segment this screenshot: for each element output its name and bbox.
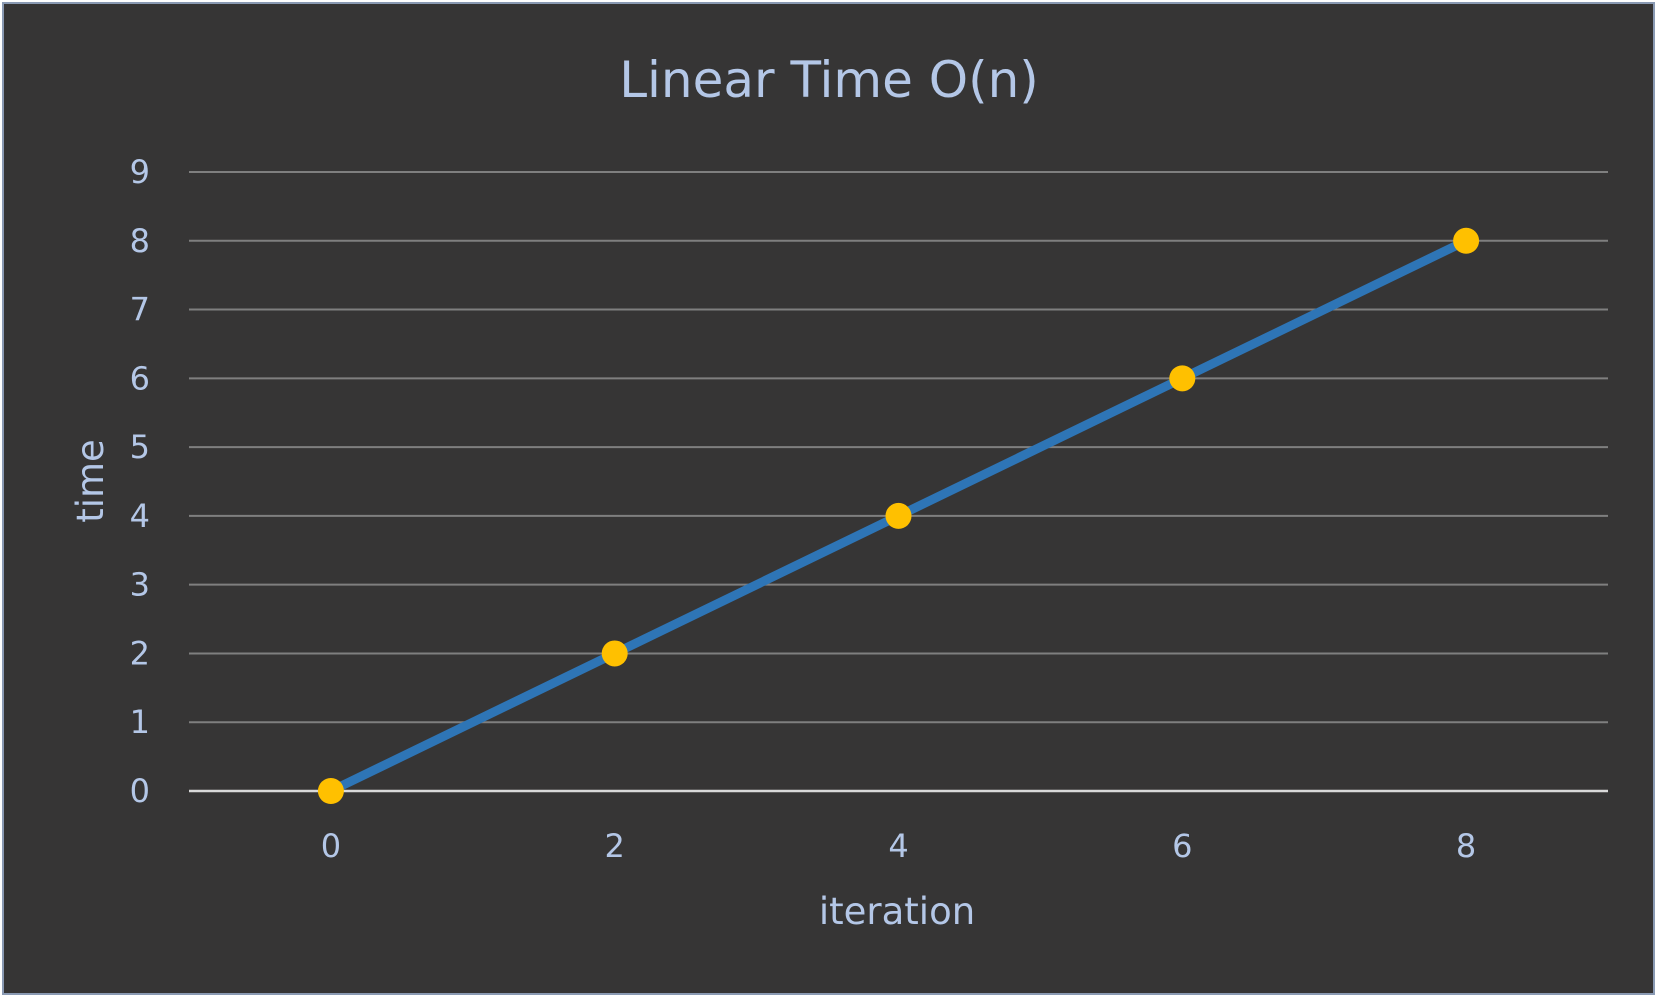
data-point — [602, 640, 628, 666]
x-tick-label: 6 — [1172, 827, 1192, 865]
y-tick-label: 1 — [130, 703, 150, 741]
x-axis-ticks: 0 2 4 6 8 — [321, 827, 1477, 865]
x-tick-label: 2 — [605, 827, 625, 865]
y-tick-label: 8 — [130, 222, 150, 260]
x-tick-label: 8 — [1456, 827, 1476, 865]
y-tick-label: 9 — [130, 153, 150, 191]
y-tick-label: 3 — [130, 566, 150, 604]
x-axis-label: iteration — [819, 890, 975, 933]
y-axis-ticks: 0 1 2 3 4 5 6 7 8 9 — [130, 153, 150, 810]
x-tick-label: 0 — [321, 827, 341, 865]
x-tick-label: 4 — [888, 827, 908, 865]
y-tick-label: 2 — [130, 634, 150, 672]
y-tick-label: 7 — [130, 291, 150, 329]
data-point — [318, 778, 344, 804]
y-tick-label: 4 — [130, 497, 150, 535]
y-axis-label: time — [69, 439, 112, 523]
data-point — [1453, 228, 1479, 254]
y-tick-label: 5 — [130, 428, 150, 466]
chart-title: Linear Time O(n) — [619, 51, 1039, 109]
data-point — [1169, 365, 1195, 391]
y-tick-label: 6 — [130, 359, 150, 397]
data-point — [886, 503, 912, 529]
y-tick-label: 0 — [130, 772, 150, 810]
gridlines — [189, 172, 1608, 791]
